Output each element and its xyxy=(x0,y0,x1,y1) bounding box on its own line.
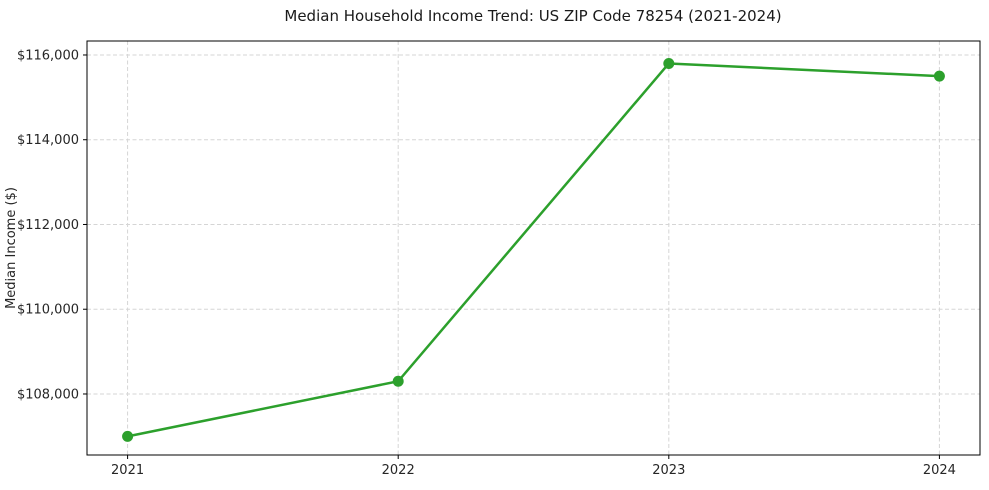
data-point-2023 xyxy=(663,57,675,69)
y-tick-label: $112,000 xyxy=(17,218,79,233)
trend-line xyxy=(126,62,941,438)
x-tick-label: 2023 xyxy=(652,463,685,478)
data-point-2021 xyxy=(122,430,134,442)
data-point-2022 xyxy=(392,375,404,387)
y-tick-label: $108,000 xyxy=(17,387,79,402)
x-tick-label: 2022 xyxy=(382,463,415,478)
x-tick-label: 2021 xyxy=(111,463,144,478)
plot-border xyxy=(86,40,981,456)
y-tick-label: $114,000 xyxy=(17,133,79,148)
y-tick-label: $110,000 xyxy=(17,303,79,318)
chart-layer: 2021 2022 2023 2024 $108,000 $110,000 $112,000… xyxy=(17,40,981,478)
y-axis-label: Median Income ($) xyxy=(4,187,19,309)
chart-title: Median Household Income Trend: US ZIP Co… xyxy=(284,7,781,25)
y-tick-label: $116,000 xyxy=(17,48,79,63)
x-tick-label: 2024 xyxy=(923,463,956,478)
data-point-2024 xyxy=(933,70,945,82)
